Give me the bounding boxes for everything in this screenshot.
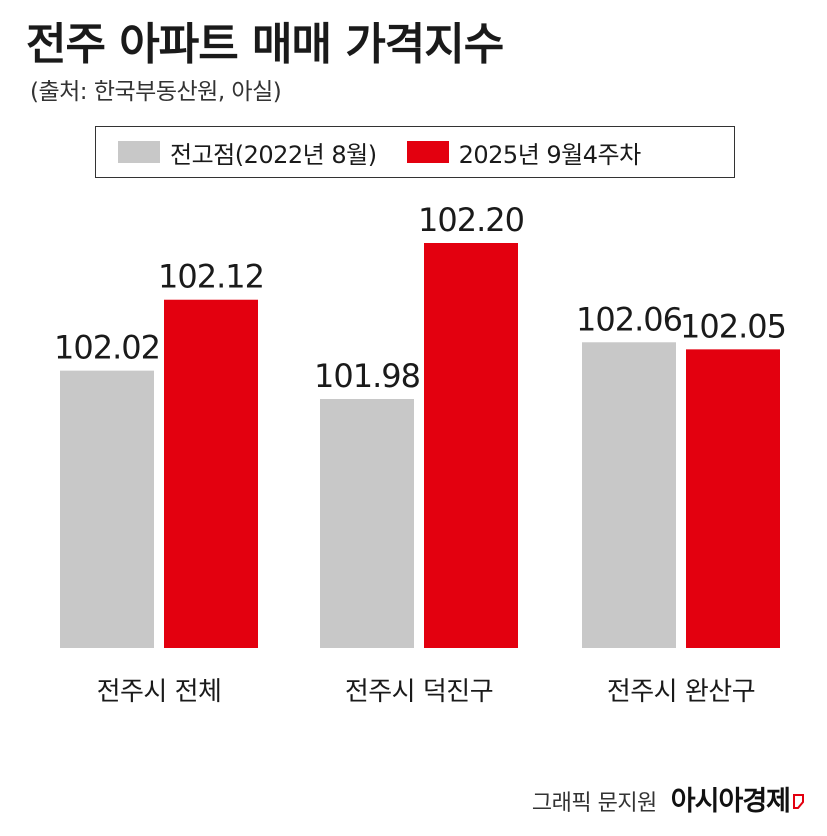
bar-3-series-1 [582,342,676,648]
category-label-3: 전주시 완산구 [607,677,755,707]
brand-logo: 아시아경제 [670,786,791,817]
data-label-2-series-1: 101.98 [314,357,420,395]
bar-chart: 102.02 102.12 전주시 전체 101.98 102.20 전주시 덕진구 102… [54,201,787,707]
footer: 그래픽 문지원 아시아경제 [532,779,805,818]
bar-2-series-1 [320,399,414,648]
chart-title: 전주 아파트 매매 가격지수 [26,19,504,70]
legend-swatch-series-2 [406,141,449,163]
data-label-3-series-1: 102.06 [576,300,682,338]
category-label-1: 전주시 전체 [97,677,222,707]
legend-item-series-2: 2025년 9월4주차 [406,135,642,170]
legend-label-series-1: 전고점(2022년 8월) [170,140,377,169]
data-label-1-series-1: 102.02 [54,329,160,367]
graphic-credit: 그래픽 문지원 [531,791,657,816]
bar-1-series-2 [164,299,258,648]
data-label-3-series-2: 102.05 [680,307,786,345]
legend-label-series-2: 2025년 9월4주차 [458,140,642,169]
data-label-1-series-2: 102.12 [158,258,264,296]
bar-1-series-1 [60,370,154,648]
brand-mark-icon [793,794,804,809]
bar-2-series-2 [424,243,518,648]
legend-swatch-series-1 [118,141,160,163]
category-label-2: 전주시 덕진구 [345,677,493,707]
legend-item-series-1: 전고점(2022년 8월) [118,135,377,170]
data-label-2-series-2: 102.20 [418,201,524,239]
legend: 전고점(2022년 8월) 2025년 9월4주차 [95,126,735,178]
bar-3-series-2 [686,349,780,648]
source-note: (출처: 한국부동산원, 아실) [30,79,282,105]
